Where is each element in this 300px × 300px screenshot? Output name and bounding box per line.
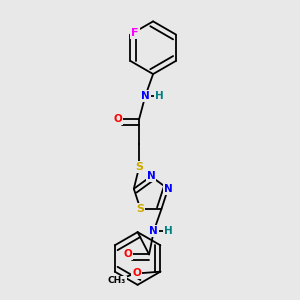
- Text: H: H: [164, 226, 173, 236]
- Text: S: S: [136, 204, 144, 214]
- Text: O: O: [113, 114, 122, 124]
- Text: N: N: [147, 171, 155, 181]
- Text: CH₃: CH₃: [108, 277, 126, 286]
- Text: S: S: [135, 162, 143, 172]
- Text: O: O: [132, 268, 141, 278]
- Text: S: S: [135, 162, 143, 172]
- Text: N: N: [141, 91, 150, 101]
- Text: F: F: [131, 28, 139, 38]
- Text: N: N: [164, 184, 172, 194]
- Text: H: H: [155, 91, 164, 101]
- Text: N: N: [149, 226, 158, 236]
- Text: O: O: [123, 249, 132, 260]
